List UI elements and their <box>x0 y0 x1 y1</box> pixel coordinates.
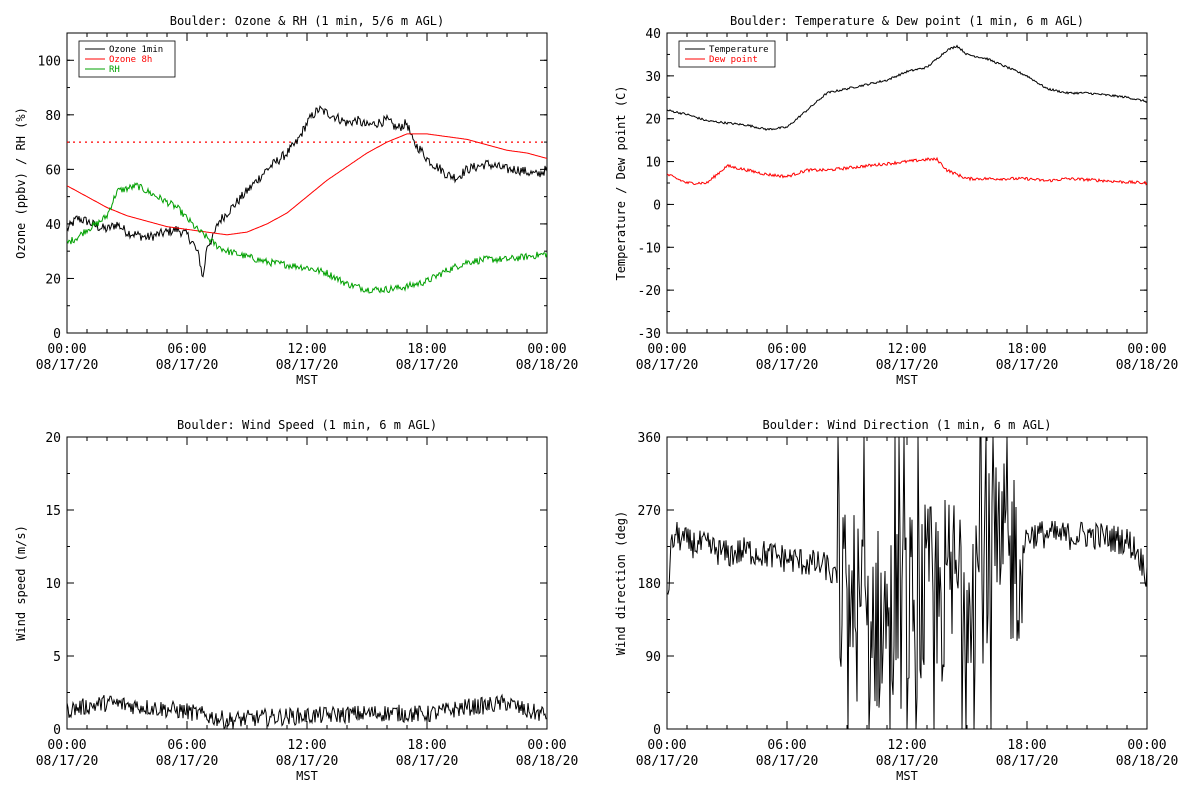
y-tick-label: 20 <box>45 272 61 287</box>
chart-panel-3: Boulder: Wind Speed (1 min, 6 m AGL) 0 5 10… <box>14 418 578 783</box>
x-tick-label-date: 08/17/20 <box>396 358 459 373</box>
y-tick-label: 30 <box>645 70 661 85</box>
y-tick-label: 20 <box>45 431 61 446</box>
series-line-1 <box>67 105 547 278</box>
series-line-1 <box>667 44 1147 131</box>
x-tick-label-date: 08/18/20 <box>1116 358 1179 373</box>
x-tick-label-time: 06:00 <box>167 342 206 357</box>
x-tick-label-time: 12:00 <box>887 342 926 357</box>
y-tick-label: 360 <box>638 431 661 446</box>
series-line-2 <box>667 156 1147 186</box>
y-tick-label: 0 <box>53 327 61 342</box>
y-tick-label: 40 <box>645 27 661 42</box>
y-tick-label: 0 <box>653 723 661 738</box>
legend-label: Temperature <box>709 45 769 55</box>
x-tick-label-date: 08/17/20 <box>36 754 99 769</box>
y-axis-label: Wind speed (m/s) <box>14 525 28 641</box>
x-tick-label-time: 00:00 <box>527 738 566 753</box>
y-tick-label: 10 <box>645 156 661 171</box>
x-tick-label-time: 12:00 <box>887 738 926 753</box>
x-tick-label-time: 06:00 <box>167 738 206 753</box>
x-tick-label-time: 00:00 <box>47 738 86 753</box>
y-tick-label: 100 <box>38 54 61 69</box>
y-axis-label: Wind direction (deg) <box>614 511 628 656</box>
y-tick-label: 15 <box>45 504 61 519</box>
series-line-3 <box>67 182 547 294</box>
y-tick-label: -30 <box>638 327 661 342</box>
x-tick-label-date: 08/17/20 <box>636 358 699 373</box>
x-tick-label-time: 00:00 <box>647 342 686 357</box>
legend-label: Ozone 1min <box>109 45 163 55</box>
x-axis-label: MST <box>896 373 918 387</box>
x-tick-label-time: 00:00 <box>527 342 566 357</box>
x-tick-label-time: 18:00 <box>407 342 446 357</box>
x-tick-label-time: 18:00 <box>1007 738 1046 753</box>
x-tick-label-date: 08/17/20 <box>276 754 339 769</box>
chart-panel-2: Boulder: Temperature & Dew point (1 min,… <box>614 14 1178 387</box>
x-tick-label-time: 00:00 <box>47 342 86 357</box>
chart-title: Boulder: Wind Speed (1 min, 6 m AGL) <box>177 418 437 432</box>
chart-panel-1: Boulder: Ozone & RH (1 min, 5/6 m AGL) 0 2… <box>14 14 578 387</box>
x-tick-label-date: 08/18/20 <box>516 754 579 769</box>
plot-frame <box>66 436 548 730</box>
x-tick-label-date: 08/18/20 <box>1116 754 1179 769</box>
x-tick-label-date: 08/18/20 <box>516 358 579 373</box>
x-tick-label-date: 08/17/20 <box>396 754 459 769</box>
plot-frame <box>666 32 1148 334</box>
x-tick-label-date: 08/17/20 <box>876 358 939 373</box>
x-tick-label-time: 12:00 <box>287 342 326 357</box>
legend-label: Ozone 8h <box>109 55 152 65</box>
x-tick-label-date: 08/17/20 <box>996 358 1059 373</box>
y-tick-label: 0 <box>653 198 661 213</box>
x-axis-label: MST <box>296 373 318 387</box>
x-tick-label-date: 08/17/20 <box>876 754 939 769</box>
y-tick-label: -20 <box>638 284 661 299</box>
legend-box <box>678 40 776 68</box>
series-line-1 <box>67 693 547 729</box>
y-tick-label: 20 <box>645 113 661 128</box>
x-tick-label-date: 08/17/20 <box>156 358 219 373</box>
y-axis-label: Ozone (ppbv) / RH (%) <box>14 107 28 259</box>
x-axis-label: MST <box>296 769 318 783</box>
x-tick-label-date: 08/17/20 <box>276 358 339 373</box>
x-tick-label-date: 08/17/20 <box>156 754 219 769</box>
y-tick-label: 60 <box>45 163 61 178</box>
y-tick-label: 80 <box>45 109 61 124</box>
y-tick-label: -10 <box>638 241 661 256</box>
x-tick-label-time: 00:00 <box>1127 738 1166 753</box>
series-line-2 <box>67 133 547 236</box>
x-tick-label-date: 08/17/20 <box>36 358 99 373</box>
x-tick-label-time: 00:00 <box>647 738 686 753</box>
series-line-1 <box>667 437 1147 729</box>
legend-label: RH <box>109 65 120 75</box>
x-tick-label-date: 08/17/20 <box>996 754 1059 769</box>
chart-panel-4: Boulder: Wind Direction (1 min, 6 m AGL)… <box>614 418 1178 783</box>
x-axis-label: MST <box>896 769 918 783</box>
legend-label: Dew point <box>709 55 758 65</box>
x-tick-label-time: 06:00 <box>767 342 806 357</box>
plot-frame <box>66 32 548 334</box>
chart-title: Boulder: Ozone & RH (1 min, 5/6 m AGL) <box>170 14 445 28</box>
y-tick-label: 40 <box>45 218 61 233</box>
x-tick-label-date: 08/17/20 <box>756 754 819 769</box>
x-tick-label-time: 18:00 <box>407 738 446 753</box>
y-tick-label: 180 <box>638 577 661 592</box>
y-tick-label: 10 <box>45 577 61 592</box>
x-tick-label-date: 08/17/20 <box>636 754 699 769</box>
y-tick-label: 270 <box>638 504 661 519</box>
x-tick-label-time: 18:00 <box>1007 342 1046 357</box>
x-tick-label-time: 06:00 <box>767 738 806 753</box>
chart-title: Boulder: Temperature & Dew point (1 min,… <box>730 14 1084 28</box>
x-tick-label-time: 12:00 <box>287 738 326 753</box>
x-tick-label-time: 00:00 <box>1127 342 1166 357</box>
y-axis-label: Temperature / Dew point (C) <box>614 85 628 280</box>
chart-title: Boulder: Wind Direction (1 min, 6 m AGL) <box>763 418 1052 432</box>
y-tick-label: 90 <box>645 650 661 665</box>
y-tick-label: 5 <box>53 650 61 665</box>
x-tick-label-date: 08/17/20 <box>756 358 819 373</box>
y-tick-label: 0 <box>53 723 61 738</box>
